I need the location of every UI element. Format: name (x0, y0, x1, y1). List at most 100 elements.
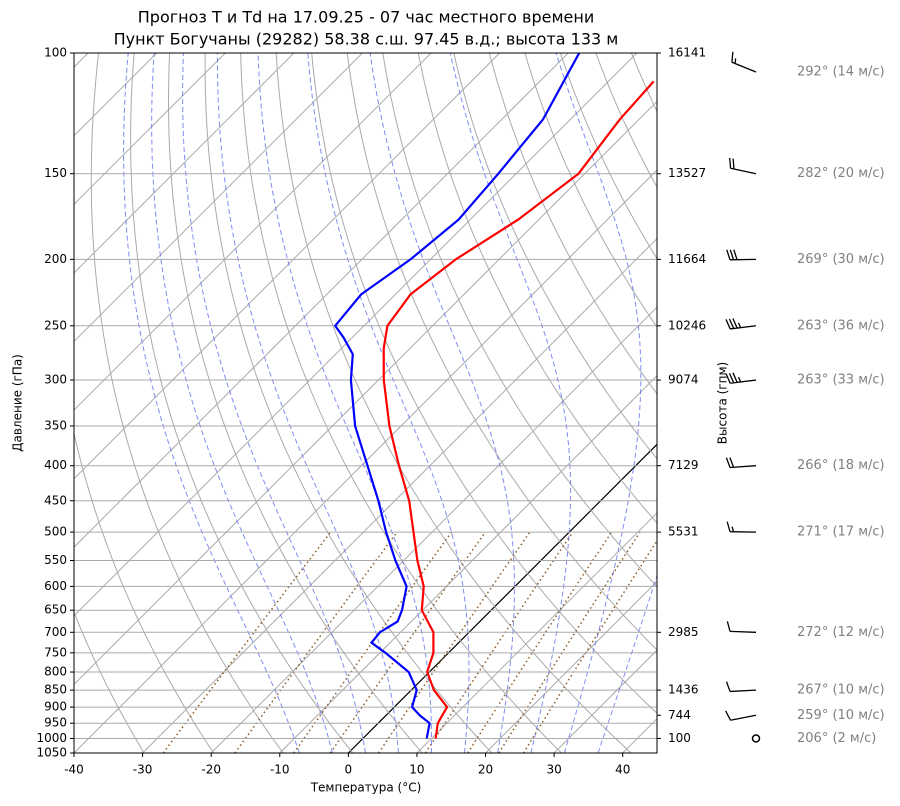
dry-adiabat (453, 53, 657, 460)
isotherm (74, 53, 295, 274)
y-tick-label: 250 (44, 318, 67, 332)
profiles (333, 53, 655, 739)
dry-adiabat (738, 53, 900, 753)
wind-label: 267° (10 м/с) (797, 683, 885, 698)
wind-label: 292° (14 м/с) (797, 65, 885, 80)
isotherm (210, 306, 657, 753)
y-tick-label: 100 (44, 46, 67, 60)
y-tick-label: 150 (44, 166, 67, 180)
mixing-ratio-line (162, 531, 332, 753)
dry-adiabat (845, 53, 900, 753)
dry-adiabat (488, 53, 657, 395)
dry-adiabat (880, 53, 900, 753)
height-label: 2985 (668, 625, 699, 639)
chart-title: Прогноз T и Td на 17.09.25 - 07 час мест… (138, 8, 594, 27)
wind-label: 271° (17 м/с) (797, 525, 885, 540)
y-tick-label: 950 (44, 716, 67, 730)
wind-label: 269° (30 м/с) (797, 252, 885, 267)
wind-barb (725, 372, 757, 384)
isotherm (74, 53, 363, 343)
dry-adiabat (240, 53, 562, 753)
height-label: 744 (668, 708, 691, 722)
height-label: 1436 (668, 683, 699, 697)
dry-adiabat (774, 53, 900, 753)
dry-adiabat (595, 53, 657, 189)
dry-adiabat (311, 53, 657, 715)
wind-label: 263° (33 м/с) (797, 373, 885, 388)
wind-barb (725, 710, 757, 721)
x-tick-label: 40 (615, 763, 630, 777)
dry-adiabat (630, 53, 657, 113)
height-label: 16141 (668, 46, 706, 60)
moist-adiabat (597, 573, 657, 753)
dry-adiabat (130, 53, 354, 753)
x-tick-label: -10 (270, 763, 290, 777)
wind-barb (726, 521, 757, 533)
wind-label: 282° (20 м/с) (797, 166, 885, 181)
wind-barb (725, 457, 757, 469)
height-label: 5531 (668, 525, 699, 539)
x-tick-label: 20 (478, 763, 493, 777)
isotherm (74, 53, 501, 480)
height-label: 9074 (668, 373, 699, 387)
x-tick-label: -20 (201, 763, 221, 777)
isotherm (74, 53, 638, 617)
y-axis-label: Давление (гПа) (11, 354, 25, 452)
moist-adiabat (257, 53, 432, 753)
y-tick-label: 350 (44, 418, 67, 432)
moist-adiabat (307, 53, 470, 753)
x-tick-label: -30 (133, 763, 153, 777)
mixing-ratio-line (467, 531, 613, 753)
wind-barb (729, 157, 757, 175)
plot-frame (73, 52, 658, 754)
wind-label: 206° (2 м/с) (797, 731, 876, 746)
wind-barb (726, 249, 757, 261)
isotherm (279, 375, 657, 753)
y2-axis-label: Высота (гпм) (716, 362, 730, 444)
mixing-ratio-line (522, 539, 657, 753)
y-tick-label: 1000 (36, 731, 67, 745)
dry-adiabat (703, 53, 900, 753)
y-tick-label: 700 (44, 625, 67, 639)
mixing-ratio-line (234, 531, 398, 753)
dry-adiabat (275, 53, 632, 753)
height-label: 7129 (668, 458, 699, 472)
isotherm (485, 580, 657, 753)
dry-adiabat (168, 53, 423, 753)
isotherm (74, 53, 569, 548)
background-lines (74, 53, 900, 753)
isotherm (416, 512, 657, 753)
profile-line (333, 53, 581, 739)
moist-adiabat (555, 53, 642, 753)
y-tick-label: 550 (44, 553, 67, 567)
mixing-ratio-line (329, 531, 486, 753)
isotherm (622, 717, 657, 753)
wind-barb (725, 681, 757, 693)
moist-adiabat (123, 53, 300, 753)
wind-label: 263° (36 м/с) (797, 318, 885, 333)
y-tick-label: 400 (44, 458, 67, 472)
y-tick-label: 1050 (36, 746, 67, 760)
zero-isotherm (347, 443, 657, 753)
moist-adiabat (369, 53, 515, 753)
y-tick-label: 800 (44, 665, 67, 679)
wind-label: 266° (18 м/с) (797, 458, 885, 473)
y-tick-label: 200 (44, 252, 67, 266)
moist-adiabat (449, 53, 572, 753)
y-tick-label: 600 (44, 579, 67, 593)
wind-label: 259° (10 м/с) (797, 708, 885, 723)
wind-label: 272° (12 м/с) (797, 625, 885, 640)
dry-adiabat (74, 431, 215, 753)
isotherm (74, 100, 657, 686)
dry-adiabat (382, 53, 657, 588)
mixing-ratio-line (424, 531, 574, 753)
dry-adiabat (204, 53, 493, 753)
moist-adiabat (151, 53, 333, 753)
dry-adiabat (809, 53, 900, 753)
isotherm (74, 53, 226, 206)
x-tick-label: 0 (345, 763, 353, 777)
isotherm (142, 237, 657, 753)
profile-line (382, 80, 655, 739)
dry-adiabat (74, 611, 145, 753)
